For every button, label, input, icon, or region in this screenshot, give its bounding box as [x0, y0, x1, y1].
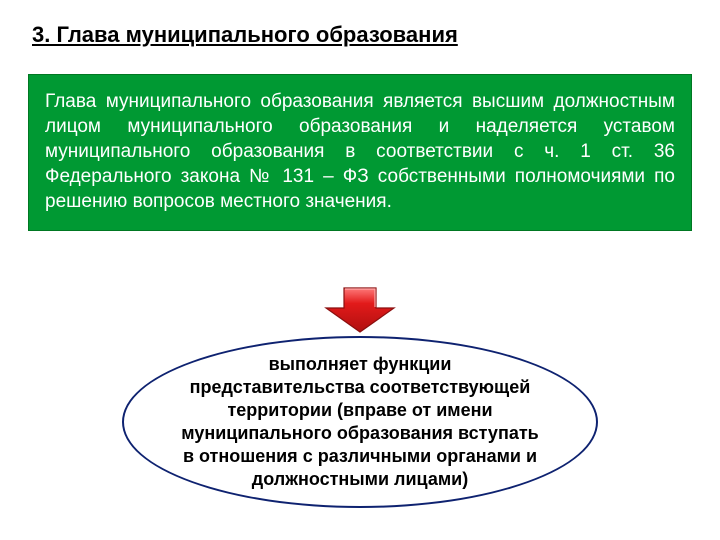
functions-ellipse: выполняет функции представительства соот…: [122, 336, 598, 508]
definition-text: Глава муниципального образования являетс…: [45, 89, 675, 214]
definition-box: Глава муниципального образования являетс…: [28, 74, 692, 231]
functions-text: выполняет функции представительства соот…: [180, 353, 540, 491]
down-arrow-icon: [324, 286, 396, 334]
section-heading: 3. Глава муниципального образования: [32, 22, 458, 48]
